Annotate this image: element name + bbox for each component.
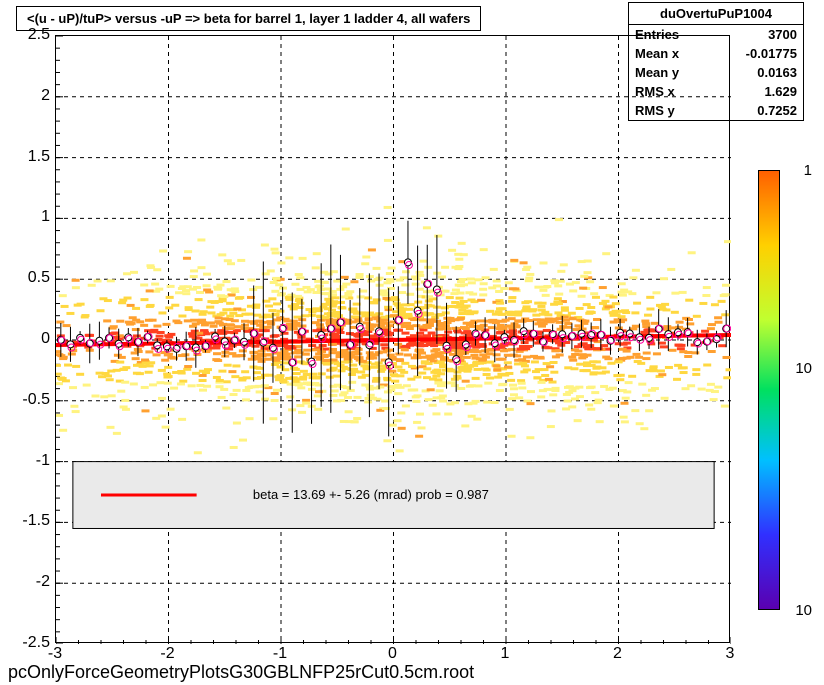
y-tick-label: -2 bbox=[10, 573, 50, 591]
stats-title: duOvertuPuP1004 bbox=[629, 3, 803, 25]
colorbar-tick-label: 10 bbox=[795, 360, 812, 377]
x-tick-label: -3 bbox=[48, 645, 62, 663]
x-tick-label: -2 bbox=[160, 645, 174, 663]
colorbar-tick-label: 10 bbox=[795, 602, 812, 619]
footer-filename: pcOnlyForceGeometryPlotsG30GBLNFP25rCut0… bbox=[8, 662, 474, 683]
y-tick-label: -1.5 bbox=[10, 512, 50, 530]
plot-area: beta = 13.69 +- 5.26 (mrad) prob = 0.987 bbox=[55, 35, 730, 643]
y-tick-label: -0.5 bbox=[10, 391, 50, 409]
chart-title: <(u - uP)/tuP> versus -uP => beta for ba… bbox=[16, 6, 481, 31]
x-tick-label: 3 bbox=[726, 645, 735, 663]
colorbar-tick-label: 1 bbox=[804, 162, 812, 179]
y-tick-label: 0 bbox=[10, 330, 50, 348]
y-tick-label: -2.5 bbox=[10, 634, 50, 652]
x-tick-label: 2 bbox=[613, 645, 622, 663]
svg-text:beta = 13.69 +- 5.26 (mrad): beta = 13.69 +- 5.26 (mrad) prob = 0.987 bbox=[253, 487, 489, 502]
y-tick-label: 1 bbox=[10, 208, 50, 226]
x-tick-label: 0 bbox=[388, 645, 397, 663]
color-scale-bar bbox=[758, 170, 780, 610]
chart-container: <(u - uP)/tuP> versus -uP => beta for ba… bbox=[0, 0, 824, 685]
y-tick-label: 2 bbox=[10, 87, 50, 105]
y-tick-label: 0.5 bbox=[10, 269, 50, 287]
y-tick-label: -1 bbox=[10, 452, 50, 470]
x-tick-label: 1 bbox=[501, 645, 510, 663]
y-tick-label: 1.5 bbox=[10, 148, 50, 166]
y-tick-label: 2.5 bbox=[10, 26, 50, 44]
x-tick-label: -1 bbox=[273, 645, 287, 663]
